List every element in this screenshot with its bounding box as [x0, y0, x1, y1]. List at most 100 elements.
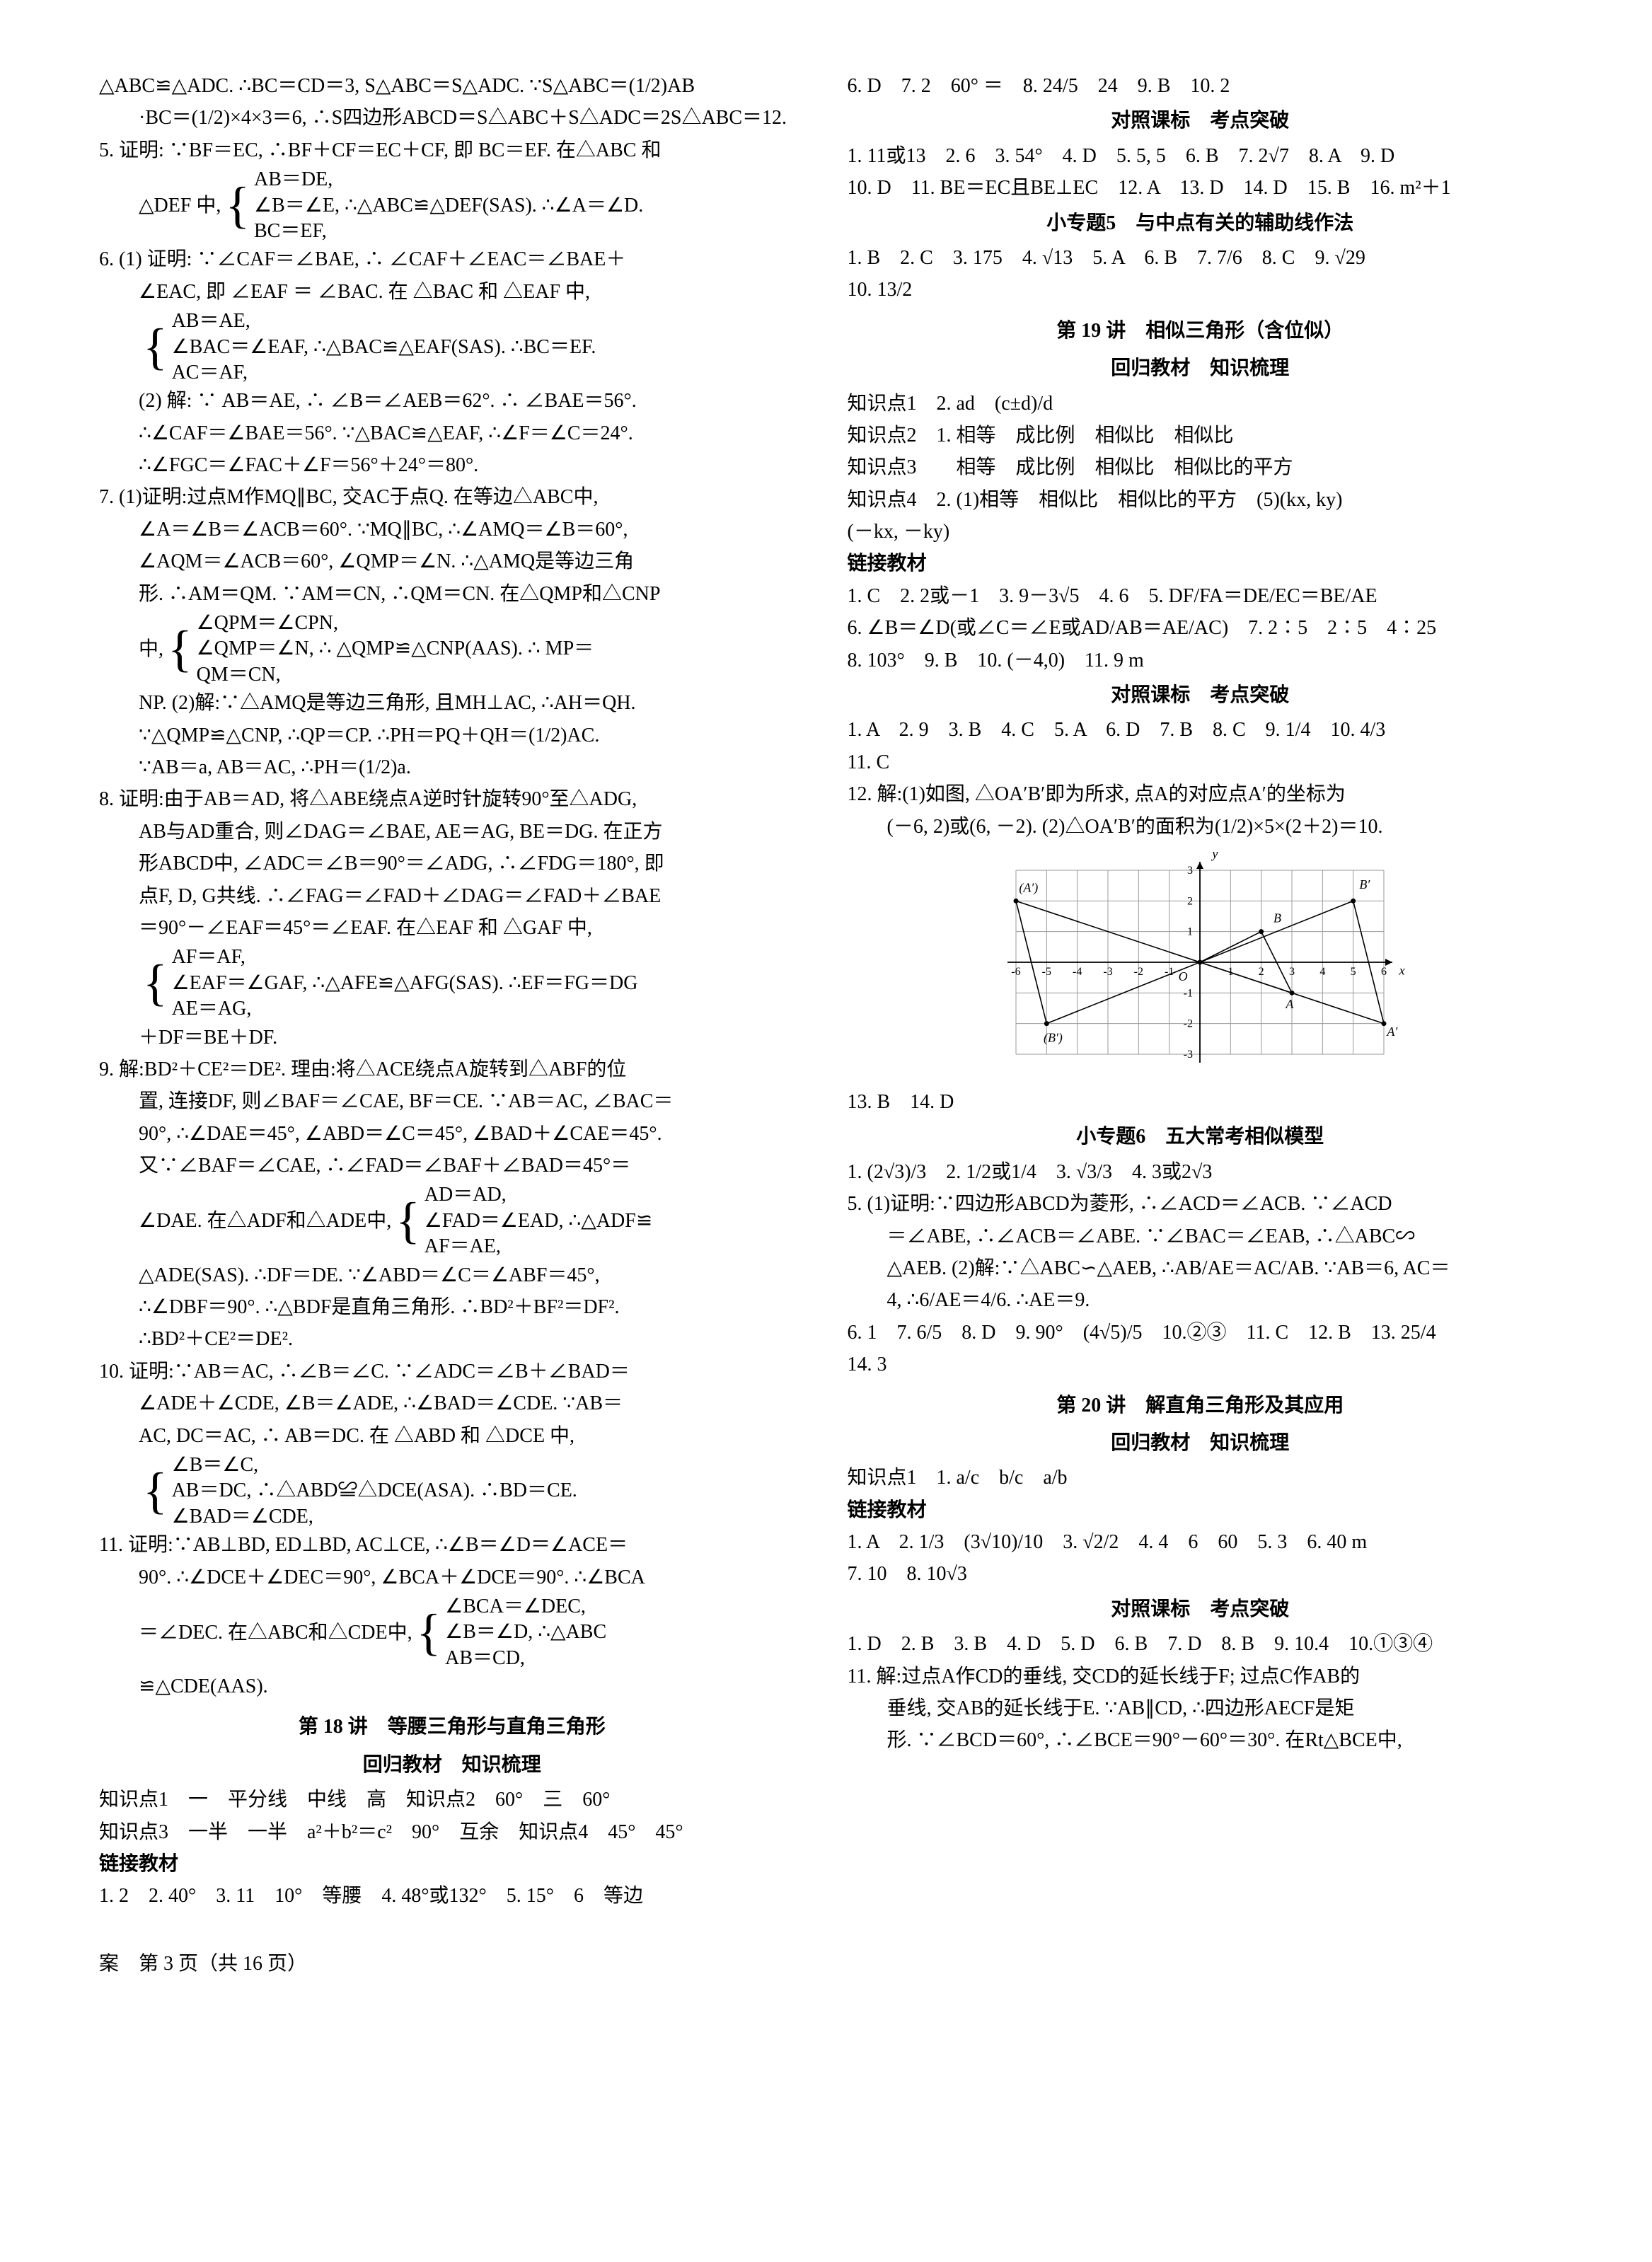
mini-topic-6-title: 小专题6 五大常考相似模型 — [848, 1121, 1554, 1152]
text-line: 知识点3 相等 成比例 相似比 相似比的平方 — [848, 452, 1554, 483]
text-fragment: △DEF 中, — [139, 190, 221, 221]
text-line: △ADE(SAS). ∴DF＝DE. ∵∠ABD＝∠C＝∠ABF＝45°, — [99, 1260, 805, 1291]
brace-content: ∠QPM＝∠CPN, ∠QMP＝∠N, ∴ △QMP≌△CNP(AAS). ∴ … — [197, 611, 594, 688]
text-line: ∠QPM＝∠CPN, — [197, 611, 594, 636]
text-line: 知识点1 一 平分线 中线 高 知识点2 60° 三 60° — [99, 1784, 805, 1815]
text-line: 10. 证明:∵AB＝AC, ∴∠B＝∠C. ∵∠ADC＝∠B＋∠BAD＝ — [99, 1356, 805, 1387]
section-20-sub1: 回归教材 知识梳理 — [848, 1428, 1554, 1458]
text-line: ∠A＝∠B＝∠ACB＝60°. ∵MQ∥BC, ∴∠AMQ＝∠B＝60°, — [99, 514, 805, 545]
text-line: 13. B 14. D — [848, 1087, 1554, 1117]
text-line: 1. A 2. 9 3. B 4. C 5. A 6. D 7. B 8. C … — [848, 715, 1554, 745]
text-line: 形. ∵∠BCD＝60°, ∴∠BCE＝90°－60°＝30°. 在Rt△BCE… — [848, 1725, 1554, 1755]
text-line: AD＝AD, — [424, 1182, 653, 1208]
link-material-heading: 链接教材 — [99, 1849, 805, 1879]
svg-text:(A′): (A′) — [1019, 880, 1039, 895]
text-line: ＋DF＝BE＋DF. — [99, 1022, 805, 1053]
brace-content: AF＝AF, ∠EAF＝∠GAF, ∴△AFE≌△AFG(SAS). ∴EF＝F… — [172, 945, 638, 1022]
text-line: ∠BCA＝∠DEC, — [445, 1594, 606, 1620]
svg-text:x: x — [1399, 963, 1405, 977]
svg-text:2: 2 — [1187, 895, 1193, 907]
coordinate-graph: -6-5-4-3-2-1123456-3-2-1123(A′)BB′OA(B′)… — [995, 849, 1405, 1075]
text-line: 90°. ∴∠DCE＋∠DEC＝90°, ∠BCA＋∠DCE＝90°. ∴∠BC… — [99, 1562, 805, 1593]
svg-text:-5: -5 — [1042, 966, 1051, 978]
text-line: 90°, ∴∠DAE＝45°, ∠ABD＝∠C＝45°, ∠BAD＋∠CAE＝4… — [99, 1119, 805, 1149]
section-19-sub1: 回归教材 知识梳理 — [848, 353, 1554, 383]
left-brace-icon: { — [143, 1471, 168, 1512]
text-line: 6. (1) 证明: ∵∠CAF＝∠BAE, ∴ ∠CAF＋∠EAC＝∠BAE＋ — [99, 244, 805, 275]
text-line: 1. D 2. B 3. B 4. D 5. D 6. B 7. D 8. B … — [848, 1629, 1554, 1659]
text-line: ＝∠ABE, ∴∠ACB＝∠ABE. ∵∠BAC＝∠EAB, ∴△ABC∽ — [848, 1221, 1554, 1252]
svg-text:5: 5 — [1351, 966, 1356, 978]
section-19-title: 第 19 讲 相似三角形（含位似） — [848, 316, 1554, 346]
text-line: ∠BAC＝∠EAF, ∴△BAC≌△EAF(SAS). ∴BC＝EF. — [172, 335, 596, 360]
text-line: AC＝AF, — [172, 360, 596, 386]
text-line: ∠AQM＝∠ACB＝60°, ∠QMP＝∠N. ∴△AMQ是等边三角 — [99, 546, 805, 577]
text-line: 知识点3 一半 一半 a²＋b²＝c² 90° 互余 知识点4 45° 45° — [99, 1817, 805, 1847]
section-18-sub1: 回归教材 知识梳理 — [99, 1750, 805, 1780]
link-material-heading: 链接教材 — [848, 1495, 1554, 1525]
brace-content: ∠BCA＝∠DEC, ∠B＝∠D, ∴△ABC AB＝CD, — [445, 1594, 606, 1671]
section-18-title: 第 18 讲 等腰三角形与直角三角形 — [99, 1712, 805, 1742]
text-line: 4, ∴6/AE＝4/6. ∴AE＝9. — [848, 1285, 1554, 1315]
text-line: 知识点1 1. a/c b/c a/b — [848, 1462, 1554, 1493]
brace-group: ＝∠DEC. 在△ABC和△CDE中, { ∠BCA＝∠DEC, ∠B＝∠D, … — [99, 1594, 805, 1671]
subheading: 对照课标 考点突破 — [848, 1594, 1554, 1625]
brace-group: ∠DAE. 在△ADF和△ADE中, { AD＝AD, ∠FAD＝∠EAD, ∴… — [99, 1182, 805, 1259]
text-line: 知识点2 1. 相等 成比例 相似比 相似比 — [848, 420, 1554, 451]
text-line: ∠B＝∠C, — [172, 1453, 577, 1478]
text-line: 6. 1 7. 6/5 8. D 9. 90° (4√5)/5 10.②③ 11… — [848, 1317, 1554, 1348]
text-line: (－6, 2)或(6, －2). (2)△OA′B′的面积为(1/2)×5×(2… — [848, 812, 1554, 842]
left-brace-icon: { — [143, 327, 168, 368]
text-line: 1. 11或13 2. 6 3. 54° 4. D 5. 5, 5 6. B 7… — [848, 141, 1554, 171]
text-line: 形ABCD中, ∠ADC＝∠B＝90°＝∠ADG, ∴∠FDG＝180°, 即 — [99, 848, 805, 879]
text-line: 1. C 2. 2或－1 3. 9－3√5 4. 6 5. DF/FA＝DE/E… — [848, 581, 1554, 611]
text-line: 1. (2√3)/3 2. 1/2或1/4 3. √3/3 4. 3或2√3 — [848, 1157, 1554, 1187]
text-line: QM＝CN, — [197, 662, 594, 688]
brace-group: { AB＝AE, ∠BAC＝∠EAF, ∴△BAC≌△EAF(SAS). ∴BC… — [99, 308, 805, 386]
page-footer: 案 第 3 页（共 16 页） — [99, 1949, 1553, 1979]
text-line: 知识点4 2. (1)相等 相似比 相似比的平方 (5)(kx, ky) — [848, 485, 1554, 515]
text-line: 14. 3 — [848, 1349, 1554, 1380]
svg-text:6: 6 — [1381, 966, 1387, 978]
text-line: ∴∠CAF＝∠BAE＝56°. ∵△BAC≌△EAF, ∴∠F＝∠C＝24°. — [99, 418, 805, 449]
svg-text:A′: A′ — [1387, 1025, 1399, 1039]
left-brace-icon: { — [225, 185, 250, 226]
text-line: ∴∠DBF＝90°. ∴△BDF是直角三角形. ∴BD²＋BF²＝DF². — [99, 1292, 805, 1322]
text-line: 8. 103° 9. B 10. (－4,0) 11. 9 m — [848, 645, 1554, 676]
text-line: 5. 证明: ∵BF＝EC, ∴BF＋CF＝EC＋CF, 即 BC＝EF. 在△… — [99, 135, 805, 166]
text-line: 5. (1)证明:∵四边形ABCD为菱形, ∴∠ACD＝∠ACB. ∵∠ACD — [848, 1189, 1554, 1219]
text-line: 11. 证明:∵AB⊥BD, ED⊥BD, AC⊥CE, ∴∠B＝∠D＝∠ACE… — [99, 1530, 805, 1560]
text-line: ∴BD²＋CE²＝DE². — [99, 1324, 805, 1354]
text-line: ∠EAC, 即 ∠EAF ＝ ∠BAC. 在 △BAC 和 △EAF 中, — [99, 277, 805, 307]
text-line: 8. 证明:由于AB＝AD, 将△ABE绕点A逆时针旋转90°至△ADG, — [99, 784, 805, 814]
text-line: ·BC＝(1/2)×4×3＝6, ∴S四边形ABCD＝S△ABC＋S△ADC＝2… — [99, 103, 805, 133]
svg-text:-1: -1 — [1184, 987, 1193, 999]
brace-group: 中, { ∠QPM＝∠CPN, ∠QMP＝∠N, ∴ △QMP≌△CNP(AAS… — [99, 611, 805, 688]
text-line: ∵AB＝a, AB＝AC, ∴PH＝(1/2)a. — [99, 752, 805, 783]
brace-content: AD＝AD, ∠FAD＝∠EAD, ∴△ADF≌ AF＝AE, — [424, 1182, 653, 1259]
text-line: ∠B＝∠D, ∴△ABC — [445, 1620, 606, 1645]
text-line: 10. D 11. BE＝EC且BE⊥EC 12. A 13. D 14. D … — [848, 173, 1554, 203]
text-line: 12. 解:(1)如图, △OA′B′即为所求, 点A的对应点A′的坐标为 — [848, 779, 1554, 809]
svg-text:-4: -4 — [1073, 966, 1082, 978]
svg-text:B: B — [1273, 911, 1281, 925]
text-line: BC＝EF, — [254, 219, 643, 244]
text-line: AF＝AF, — [172, 945, 638, 970]
brace-group: { ∠B＝∠C, AB＝DC, ∴△ABD≌△DCE(ASA). ∴BD＝CE.… — [99, 1453, 805, 1530]
text-line: (2) 解: ∵ AB＝AE, ∴ ∠B＝∠AEB＝62°. ∴ ∠BAE＝56… — [99, 386, 805, 416]
text-line: 10. 13/2 — [848, 275, 1554, 305]
text-line: AF＝AE, — [424, 1234, 653, 1259]
text-line: AB＝DE, — [254, 167, 643, 192]
svg-text:-3: -3 — [1104, 966, 1113, 978]
text-line: 6. D 7. 2 60° ＝ 8. 24/5 24 9. B 10. 2 — [848, 71, 1554, 101]
svg-text:1: 1 — [1187, 926, 1193, 938]
brace-group: { AF＝AF, ∠EAF＝∠GAF, ∴△AFE≌△AFG(SAS). ∴EF… — [99, 945, 805, 1022]
svg-text:-3: -3 — [1184, 1049, 1193, 1061]
text-line: ∠ADE＋∠CDE, ∠B＝∠ADE, ∴∠BAD＝∠CDE. ∵AB＝ — [99, 1388, 805, 1419]
subheading: 对照课标 考点突破 — [848, 680, 1554, 710]
left-brace-icon: { — [168, 629, 192, 670]
text-line: △ABC≌△ADC. ∴BC＝CD＝3, S△ABC＝S△ADC. ∵S△ABC… — [99, 71, 805, 101]
left-column: △ABC≌△ADC. ∴BC＝CD＝3, S△ABC＝S△ADC. ∵S△ABC… — [99, 71, 805, 1913]
brace-content: AB＝DE, ∠B＝∠E, ∴△ABC≌△DEF(SAS). ∴∠A＝∠D. B… — [254, 167, 643, 244]
svg-text:2: 2 — [1259, 966, 1264, 978]
